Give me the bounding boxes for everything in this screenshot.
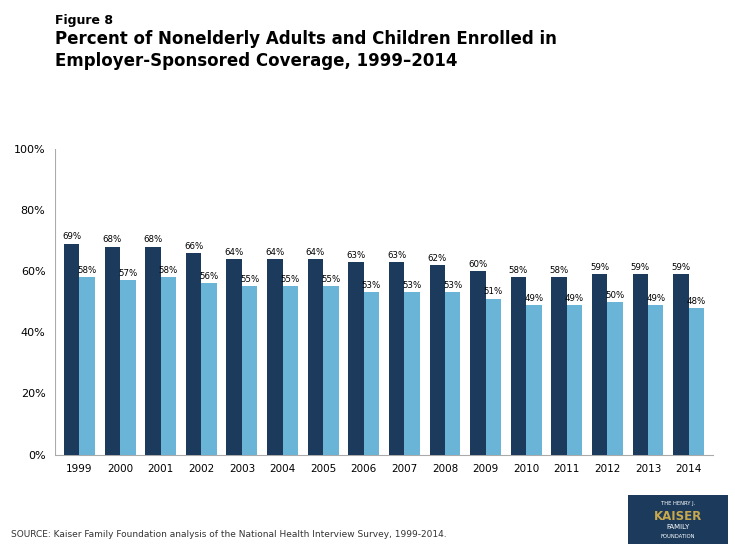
Bar <box>389 262 404 455</box>
Bar <box>404 293 420 455</box>
Text: Employer-Sponsored Coverage, 1999–2014: Employer-Sponsored Coverage, 1999–2014 <box>55 52 458 71</box>
Bar <box>689 308 704 455</box>
Text: FAMILY: FAMILY <box>667 524 689 530</box>
Text: 68%: 68% <box>143 235 162 245</box>
Text: 50%: 50% <box>606 290 625 300</box>
Text: 64%: 64% <box>265 248 284 257</box>
Bar <box>120 280 135 455</box>
Bar <box>511 277 526 455</box>
Bar <box>364 293 379 455</box>
Text: 51%: 51% <box>484 288 503 296</box>
Text: 49%: 49% <box>524 294 543 302</box>
Bar <box>673 274 689 455</box>
Text: SOURCE: Kaiser Family Foundation analysis of the National Health Interview Surve: SOURCE: Kaiser Family Foundation analysi… <box>11 530 447 539</box>
Bar <box>348 262 364 455</box>
Text: 59%: 59% <box>671 263 690 272</box>
Bar <box>633 274 648 455</box>
Bar <box>429 265 445 455</box>
Text: 58%: 58% <box>78 266 97 275</box>
Bar <box>607 302 623 455</box>
Text: Percent of Nonelderly Adults and Children Enrolled in: Percent of Nonelderly Adults and Childre… <box>55 30 557 48</box>
Text: 62%: 62% <box>428 254 447 263</box>
Text: 66%: 66% <box>184 241 203 251</box>
Text: 58%: 58% <box>509 266 528 275</box>
Bar <box>592 274 607 455</box>
Bar <box>104 247 120 455</box>
Text: 69%: 69% <box>62 233 82 241</box>
Bar <box>267 259 282 455</box>
Bar <box>201 283 217 455</box>
Bar <box>551 277 567 455</box>
Text: THE HENRY J.: THE HENRY J. <box>661 501 695 506</box>
Bar <box>242 287 257 455</box>
Bar <box>146 247 161 455</box>
Bar <box>526 305 542 455</box>
Text: FOUNDATION: FOUNDATION <box>661 534 695 539</box>
Text: 55%: 55% <box>240 276 259 284</box>
Text: 63%: 63% <box>387 251 406 260</box>
Bar <box>445 293 460 455</box>
Bar <box>186 253 201 455</box>
Bar <box>308 259 323 455</box>
Bar <box>567 305 582 455</box>
Text: 49%: 49% <box>646 294 665 302</box>
Text: 53%: 53% <box>443 282 462 290</box>
Text: 59%: 59% <box>590 263 609 272</box>
Text: 48%: 48% <box>686 296 706 306</box>
Text: 58%: 58% <box>550 266 569 275</box>
Text: 55%: 55% <box>321 276 340 284</box>
Bar <box>282 287 298 455</box>
Text: Figure 8: Figure 8 <box>55 14 113 27</box>
Text: 57%: 57% <box>118 269 137 278</box>
Bar <box>648 305 664 455</box>
Text: 64%: 64% <box>306 248 325 257</box>
Text: 68%: 68% <box>103 235 122 245</box>
Bar <box>486 299 501 455</box>
Text: 60%: 60% <box>468 260 487 269</box>
Bar <box>161 277 176 455</box>
Text: 64%: 64% <box>225 248 244 257</box>
Text: 53%: 53% <box>362 282 381 290</box>
Text: 59%: 59% <box>631 263 650 272</box>
Bar <box>64 244 79 455</box>
Text: 58%: 58% <box>159 266 178 275</box>
Text: KAISER: KAISER <box>654 510 702 522</box>
Bar <box>226 259 242 455</box>
Text: 55%: 55% <box>281 276 300 284</box>
Bar <box>79 277 95 455</box>
Bar <box>323 287 339 455</box>
Text: 56%: 56% <box>199 272 218 281</box>
Text: 53%: 53% <box>403 282 422 290</box>
Text: 63%: 63% <box>346 251 365 260</box>
Bar <box>470 271 486 455</box>
Text: 49%: 49% <box>565 294 584 302</box>
